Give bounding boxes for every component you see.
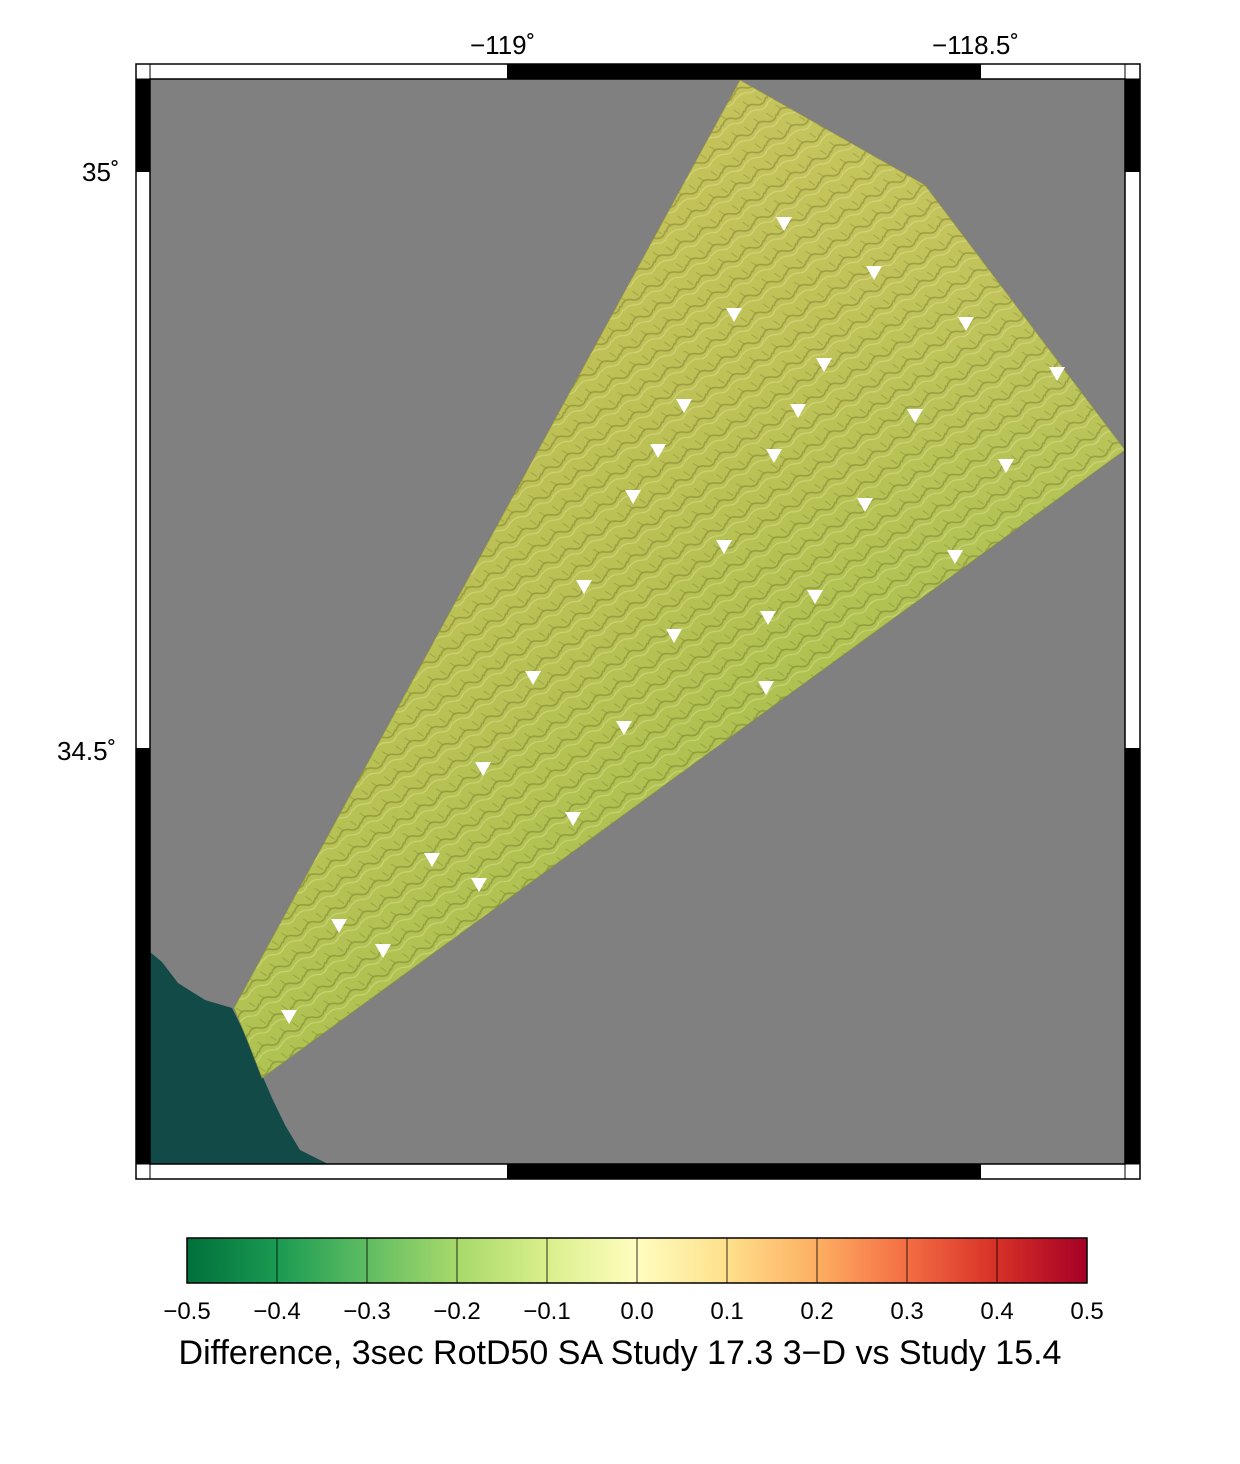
colorbar-tick-label: 0.2 xyxy=(800,1298,834,1325)
colorbar xyxy=(186,1237,1088,1284)
colorbar-tick-label: 0.3 xyxy=(890,1298,924,1325)
station-marker xyxy=(1049,367,1065,381)
colorbar-tick-label: 0.5 xyxy=(1070,1298,1104,1325)
station-marker xyxy=(790,404,806,418)
station-markers xyxy=(281,217,1065,1024)
x-tick-label: −118.5˚ xyxy=(932,30,1019,60)
station-marker xyxy=(907,409,923,423)
station-marker xyxy=(716,540,732,554)
station-marker xyxy=(471,878,487,892)
ocean xyxy=(150,952,328,1164)
station-marker xyxy=(650,444,666,458)
station-marker xyxy=(576,580,592,594)
map-frame xyxy=(135,63,1141,1180)
station-marker xyxy=(958,317,974,331)
colorbar-title: Difference, 3sec RotD50 SA Study 17.3 3−… xyxy=(178,1334,1062,1372)
map-panel xyxy=(150,79,1126,1164)
station-marker xyxy=(857,498,873,512)
colorbar-tick-label: 0.0 xyxy=(620,1298,654,1325)
station-marker xyxy=(281,1010,297,1024)
colorbar-ticks xyxy=(276,1238,998,1283)
colorbar-tick-label: −0.4 xyxy=(253,1298,301,1325)
station-marker xyxy=(625,490,641,504)
colorbar-border xyxy=(186,1237,1088,1284)
station-marker xyxy=(331,919,347,933)
station-marker xyxy=(760,611,776,625)
colorbar-tick-label: −0.1 xyxy=(523,1298,571,1325)
station-marker xyxy=(616,721,632,735)
y-tick-label: 34.5˚ xyxy=(57,736,117,766)
station-marker xyxy=(475,762,491,776)
colorbar-tick-label: −0.5 xyxy=(163,1298,211,1325)
station-marker xyxy=(525,671,541,685)
station-marker xyxy=(424,853,440,867)
station-marker xyxy=(998,459,1014,473)
colorbar-tick-label: 0.4 xyxy=(980,1298,1014,1325)
station-marker xyxy=(676,399,692,413)
station-marker xyxy=(375,944,391,958)
station-marker xyxy=(816,358,832,372)
x-tick-label: −119˚ xyxy=(470,30,536,60)
station-marker xyxy=(758,681,774,695)
y-tick-label: 35˚ xyxy=(82,157,120,187)
station-marker xyxy=(565,812,581,826)
colorbar-tick-label: −0.3 xyxy=(343,1298,391,1325)
station-marker xyxy=(866,266,882,280)
station-marker xyxy=(666,629,682,643)
station-marker xyxy=(726,308,742,322)
simulation-region xyxy=(233,79,1126,1079)
station-marker xyxy=(947,550,963,564)
station-marker xyxy=(776,217,792,231)
colorbar-tick-label: −0.2 xyxy=(433,1298,481,1325)
station-marker xyxy=(766,449,782,463)
colorbar-tick-label: 0.1 xyxy=(710,1298,744,1325)
station-marker xyxy=(807,590,823,604)
